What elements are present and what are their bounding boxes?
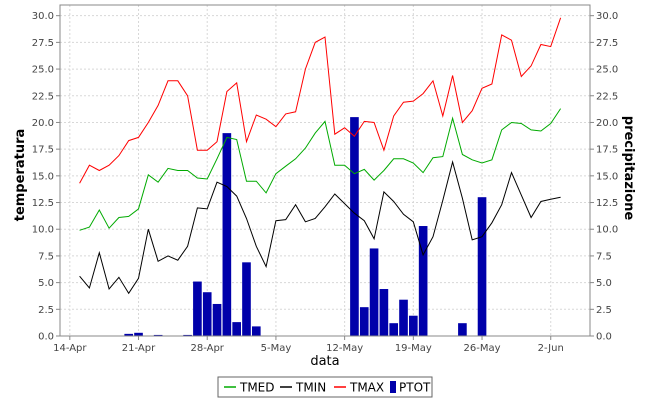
x-tick-label: 19-May xyxy=(395,343,432,354)
precipitation-bar xyxy=(134,332,143,336)
legend-label-ptot: PTOT xyxy=(399,381,431,395)
precipitation-bar xyxy=(153,334,163,336)
y-right-axis-title: precipitazione xyxy=(621,116,636,221)
y-right-tick-label: 15.0 xyxy=(596,171,618,182)
precipitation-bar xyxy=(379,289,389,336)
y-left-tick-label: 20.0 xyxy=(32,118,54,129)
y-left-tick-label: 5.0 xyxy=(38,278,54,289)
y-left-tick-label: 2.5 xyxy=(38,305,54,316)
x-tick-label: 5-May xyxy=(261,343,292,354)
legend-label-tmax: TMAX xyxy=(349,381,384,395)
legend-swatch-ptot xyxy=(390,381,396,393)
y-left-tick-label: 15.0 xyxy=(32,171,54,182)
y-right-axis: 0.0 2.5 5.0 7.5 10.0 12.5 15.0 17.5 20.0 22.5 25.0… xyxy=(590,11,618,343)
y-right-tick-label: 25.0 xyxy=(596,65,618,76)
precipitation-bar xyxy=(350,117,359,336)
y-left-tick-label: 27.5 xyxy=(32,38,54,49)
y-left-tick-label: 0.0 xyxy=(38,332,54,343)
y-right-tick-label: 0.0 xyxy=(596,332,612,343)
x-axis-title: data xyxy=(310,354,339,369)
precipitation-bar xyxy=(399,299,408,336)
plot-area-frame xyxy=(59,4,591,337)
y-left-tick-label: 17.5 xyxy=(32,145,54,156)
y-right-tick-label: 27.5 xyxy=(596,38,618,49)
precipitation-bar xyxy=(183,334,192,336)
x-axis: 14-Apr 21-Apr 28-Apr 5-May 12-May 19-May 26-Ma… xyxy=(53,336,564,354)
x-tick-label: 12-May xyxy=(326,343,363,354)
series-line-tmax xyxy=(79,17,562,184)
y-right-tick-label: 10.0 xyxy=(596,225,618,236)
legend: TMED TMIN TMAX PTOT xyxy=(217,376,433,398)
precipitation-bar xyxy=(477,197,487,336)
legend-label-tmin: TMIN xyxy=(295,381,326,395)
precipitation-bar xyxy=(232,322,241,336)
y-right-tick-label: 12.5 xyxy=(596,198,618,209)
legend-label-tmed: TMED xyxy=(239,381,275,395)
y-right-tick-label: 5.0 xyxy=(596,278,612,289)
y-right-tick-label: 7.5 xyxy=(596,251,612,262)
x-tick-label: 2-Jun xyxy=(538,343,564,354)
precipitation-bar xyxy=(222,133,232,336)
y-right-tick-label: 20.0 xyxy=(596,118,618,129)
precipitation-bar xyxy=(124,333,134,336)
y-left-tick-label: 7.5 xyxy=(38,251,54,262)
y-left-tick-label: 12.5 xyxy=(32,198,54,209)
precipitation-bar xyxy=(389,323,399,336)
precipitation-bar xyxy=(359,307,369,336)
precipitation-bar xyxy=(418,226,428,336)
x-tick-label: 14-Apr xyxy=(53,343,87,354)
y-right-tick-label: 30.0 xyxy=(596,11,618,22)
precipitation-bar xyxy=(193,281,202,336)
y-right-tick-label: 22.5 xyxy=(596,91,618,102)
precipitation-bar xyxy=(202,292,212,336)
series-line-tmed xyxy=(79,108,562,231)
y-left-tick-label: 10.0 xyxy=(32,225,54,236)
precipitation-bar xyxy=(212,303,222,336)
x-tick-label: 28-Apr xyxy=(191,343,225,354)
precipitation-bar xyxy=(369,248,379,336)
precipitation-bar xyxy=(251,326,261,336)
y-left-axis: 0.0 2.5 5.0 7.5 10.0 12.5 15.0 17.5 20.0 22.5 25.0… xyxy=(32,11,60,343)
x-tick-label: 21-Apr xyxy=(122,343,156,354)
y-right-tick-label: 17.5 xyxy=(596,145,618,156)
y-right-tick-label: 2.5 xyxy=(596,305,612,316)
y-left-axis-title: temperatura xyxy=(13,129,28,222)
series-line-tmin xyxy=(79,160,561,295)
bars-layer xyxy=(124,117,487,336)
y-left-tick-label: 30.0 xyxy=(32,11,54,22)
y-left-tick-label: 22.5 xyxy=(32,91,54,102)
precipitation-bar xyxy=(409,315,418,336)
legend-frame xyxy=(217,376,433,398)
y-left-tick-label: 25.0 xyxy=(32,65,54,76)
x-tick-label: 26-May xyxy=(464,343,501,354)
precipitation-bar xyxy=(242,262,251,336)
lines-layer xyxy=(79,17,562,295)
precipitation-bar xyxy=(458,323,467,336)
grid-layer xyxy=(60,5,590,337)
